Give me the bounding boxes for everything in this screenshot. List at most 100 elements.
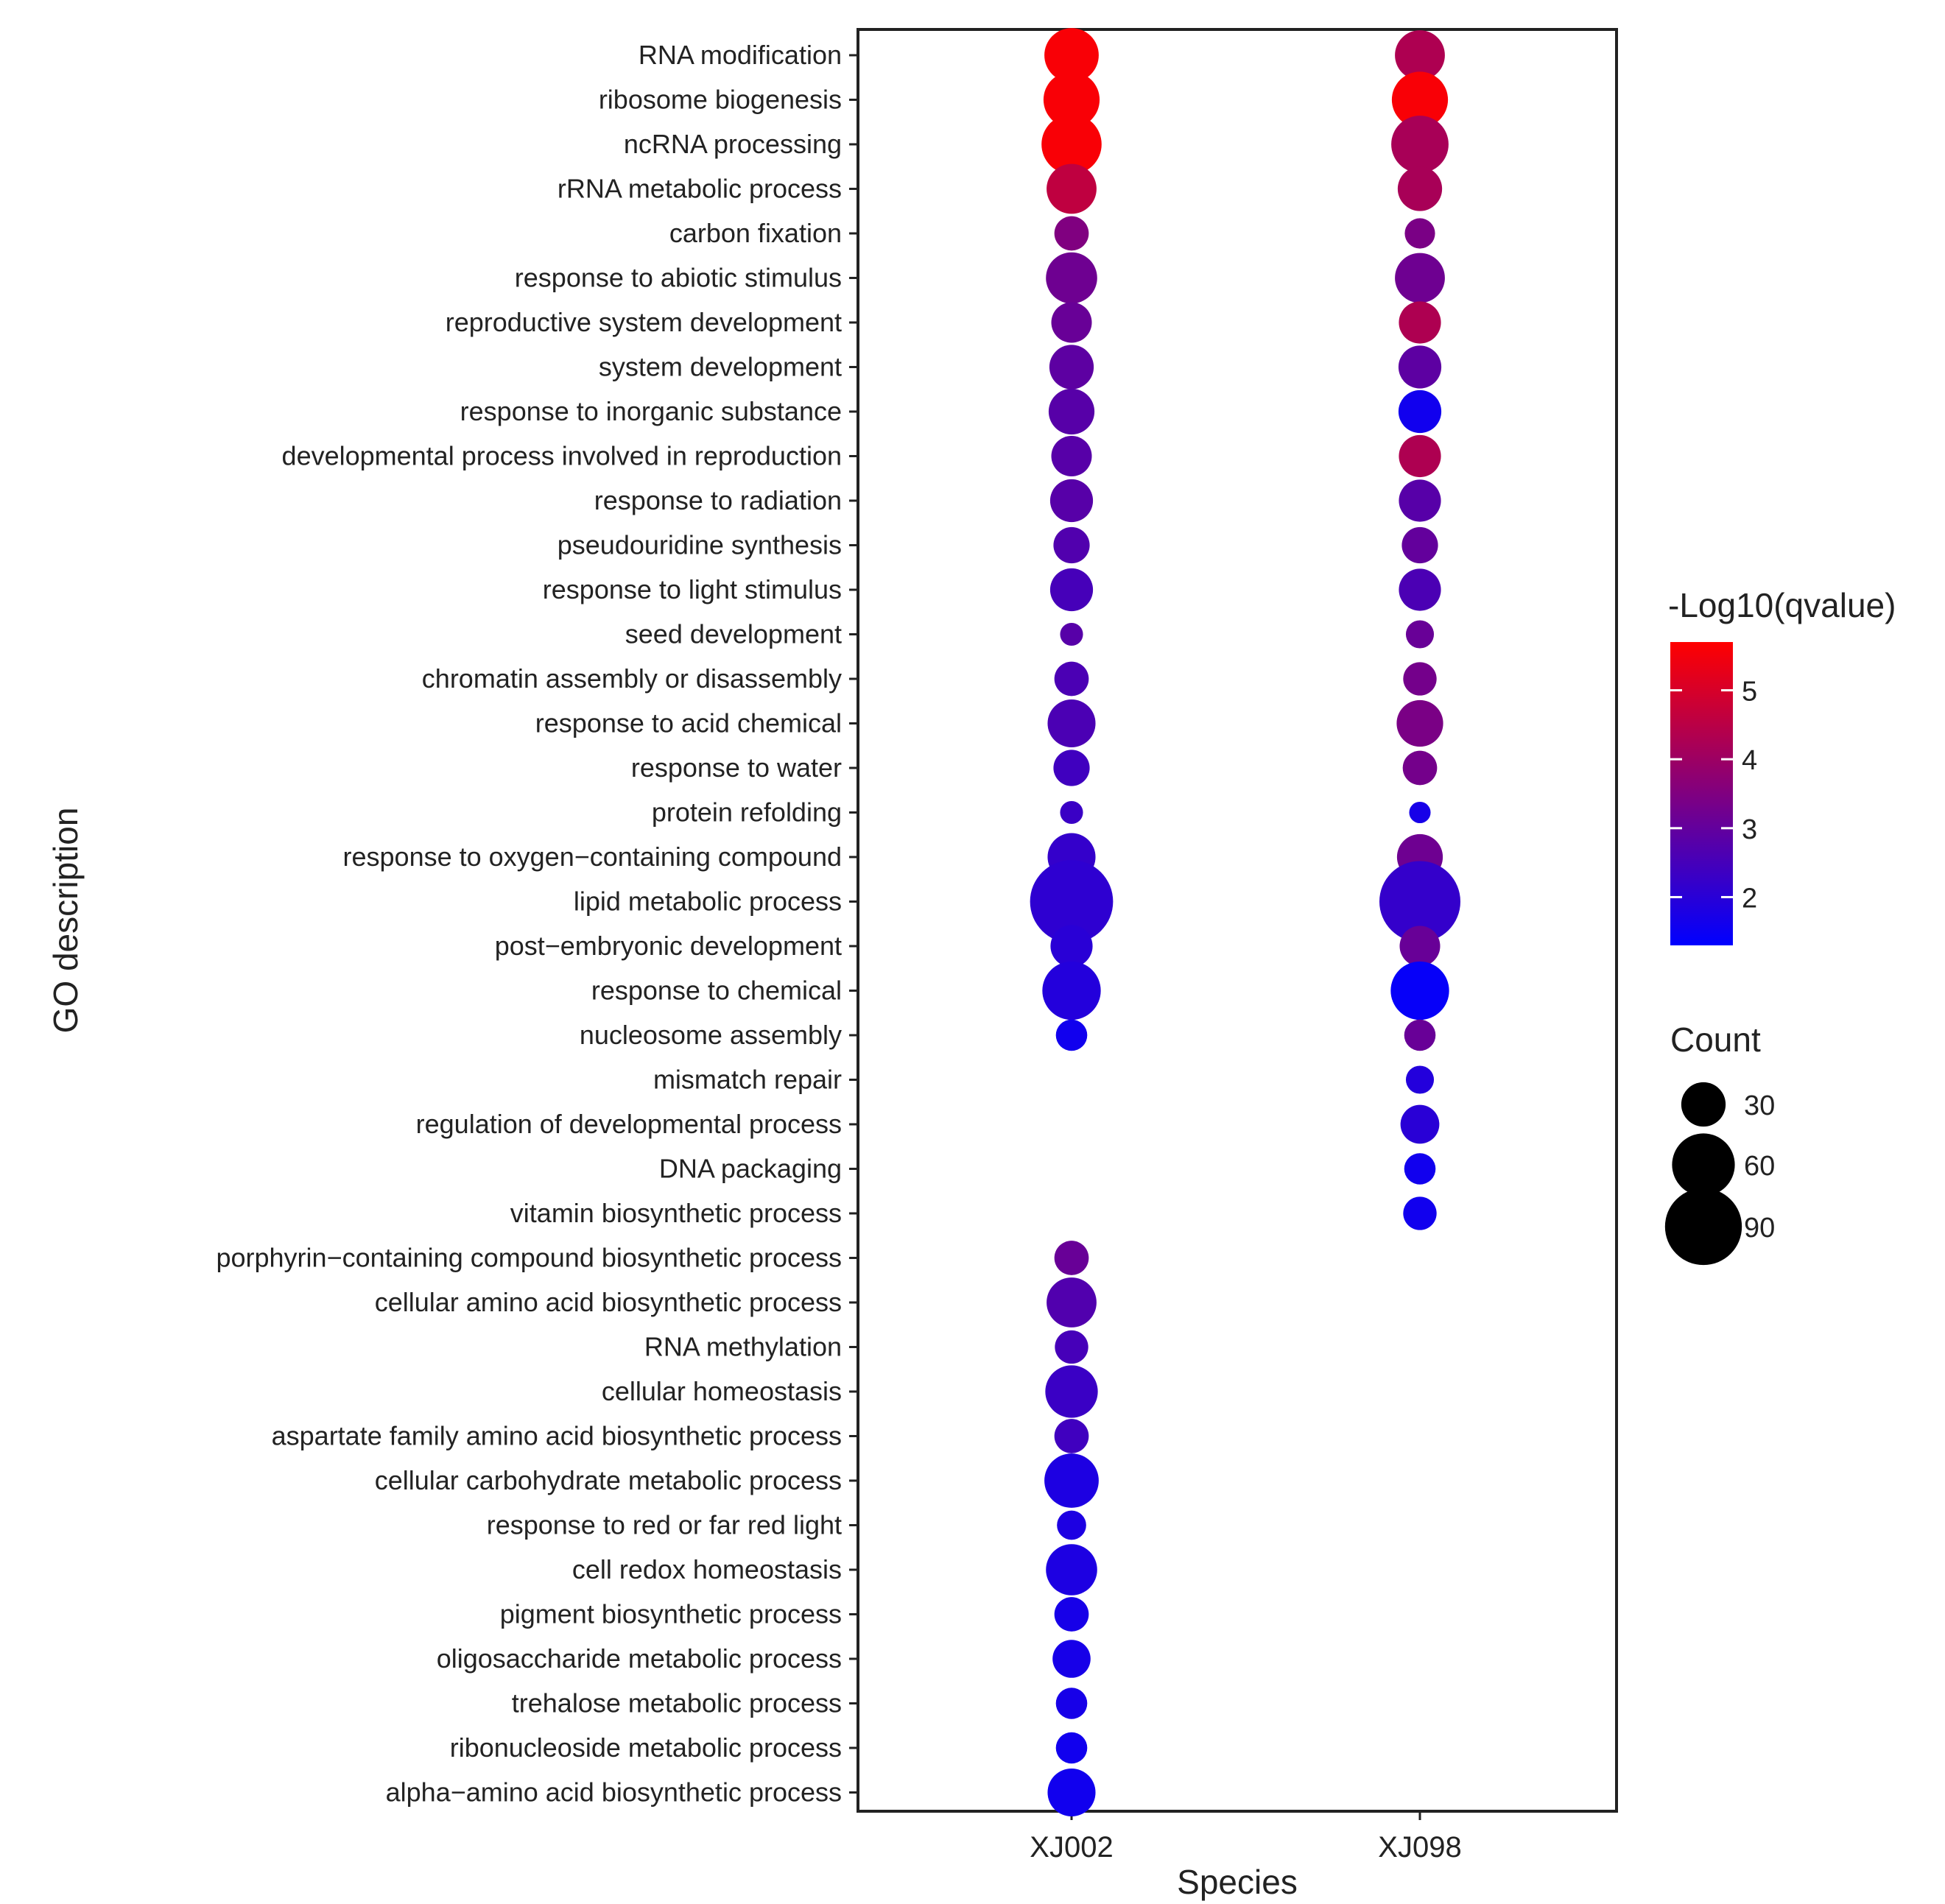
y-tick-label-trehalose-metabolic-process: trehalose metabolic process xyxy=(512,1688,842,1718)
point-xj002-carbon-fixation xyxy=(1054,216,1089,251)
point-xj002-response-to-light-stimulus xyxy=(1049,568,1094,612)
y-tick-label-cellular-amino-acid-biosynthetic-process: cellular amino acid biosynthetic process xyxy=(375,1287,842,1317)
x-tick-label-xj098: XJ098 xyxy=(1378,1831,1461,1864)
point-xj002-rna-methylation xyxy=(1055,1330,1088,1364)
point-xj098-carbon-fixation xyxy=(1404,218,1435,249)
point-xj002-oligosaccharide-metabolic-process xyxy=(1052,1640,1091,1678)
y-tick-label-seed-development: seed development xyxy=(625,619,842,649)
y-tick-label-rna-modification: RNA modification xyxy=(639,40,842,70)
color-legend-label-5: 5 xyxy=(1742,677,1757,708)
y-tick-label-aspartate-family-amino-acid-biosynthetic-process: aspartate family amino acid biosynthetic… xyxy=(272,1421,842,1451)
data-points xyxy=(1030,28,1460,1817)
size-legend-dot-60 xyxy=(1672,1133,1735,1196)
point-xj002-protein-refolding xyxy=(1060,800,1083,825)
point-xj002-cellular-carbohydrate-metabolic-process xyxy=(1044,1453,1099,1508)
plot-panel xyxy=(857,28,1618,1813)
point-xj098-response-to-water xyxy=(1402,750,1438,786)
color-legend-ticks: 5 4 3 2 xyxy=(1670,677,1757,914)
point-xj098-post-embryonic-development xyxy=(1399,925,1441,967)
size-legend: Count 30 60 90 xyxy=(1664,1020,1775,1266)
color-legend-label-2: 2 xyxy=(1742,883,1757,914)
y-axis: RNA modification ribosome biogenesis ncRNA… xyxy=(216,40,858,1808)
point-xj098-response-to-chemical xyxy=(1390,961,1449,1020)
y-tick-label-response-to-acid-chemical: response to acid chemical xyxy=(535,708,842,738)
x-axis: XJ002 XJ098 xyxy=(1030,1811,1462,1864)
point-xj098-ncrna-processing xyxy=(1391,116,1449,173)
point-xj098-nucleosome-assembly xyxy=(1404,1019,1436,1051)
point-xj002-rrna-metabolic-process xyxy=(1047,163,1097,214)
y-tick-label-cellular-carbohydrate-metabolic-process: cellular carbohydrate metabolic process xyxy=(375,1465,842,1495)
point-xj098-chromatin-assembly-or-disassembly xyxy=(1403,662,1437,696)
point-xj098-response-to-acid-chemical xyxy=(1396,699,1443,747)
point-xj098-regulation-of-developmental-process xyxy=(1400,1104,1440,1144)
color-legend-title: -Log10(qvalue) xyxy=(1668,586,1896,624)
size-legend-label-90: 90 xyxy=(1744,1213,1775,1244)
x-tick-label-xj002: XJ002 xyxy=(1030,1831,1113,1864)
point-xj098-protein-refolding xyxy=(1409,801,1431,824)
size-legend-title: Count xyxy=(1670,1020,1761,1059)
size-legend-dot-90 xyxy=(1664,1188,1742,1266)
y-tick-label-reproductive-system-development: reproductive system development xyxy=(446,307,842,337)
point-xj002-pigment-biosynthetic-process xyxy=(1054,1597,1089,1632)
y-tick-label-pseudouridine-synthesis: pseudouridine synthesis xyxy=(558,530,842,560)
color-legend-label-4: 4 xyxy=(1742,745,1757,776)
point-xj098-developmental-process-involved-in-reproduction xyxy=(1399,434,1441,478)
point-xj002-chromatin-assembly-or-disassembly xyxy=(1054,661,1089,697)
point-xj002-ribonucleoside-metabolic-process xyxy=(1055,1732,1088,1764)
y-tick-label-response-to-light-stimulus: response to light stimulus xyxy=(543,574,842,604)
point-xj002-response-to-inorganic-substance xyxy=(1048,388,1095,435)
y-tick-label-system-development: system development xyxy=(599,352,842,382)
y-tick-label-response-to-oxygen-containing-compound: response to oxygen−containing compound xyxy=(343,842,842,872)
point-xj002-developmental-process-involved-in-reproduction xyxy=(1051,436,1092,476)
color-legend-label-3: 3 xyxy=(1742,814,1757,845)
y-tick-label-cellular-homeostasis: cellular homeostasis xyxy=(602,1376,842,1406)
point-xj002-response-to-chemical xyxy=(1042,961,1101,1020)
y-tick-label-mismatch-repair: mismatch repair xyxy=(653,1065,842,1095)
y-tick-label-lipid-metabolic-process: lipid metabolic process xyxy=(574,886,842,917)
y-tick-label-response-to-abiotic-stimulus: response to abiotic stimulus xyxy=(515,263,842,293)
point-xj002-response-to-radiation xyxy=(1049,479,1094,523)
y-tick-label-response-to-red-or-far-red-light: response to red or far red light xyxy=(487,1510,842,1540)
y-tick-label-ncrna-processing: ncRNA processing xyxy=(624,129,842,159)
point-xj098-response-to-light-stimulus xyxy=(1399,568,1441,611)
size-legend-label-60: 60 xyxy=(1744,1151,1775,1182)
y-tick-label-regulation-of-developmental-process: regulation of developmental process xyxy=(416,1109,842,1139)
point-xj002-rna-modification xyxy=(1044,28,1099,82)
point-xj002-post-embryonic-development xyxy=(1050,925,1093,967)
point-xj002-nucleosome-assembly xyxy=(1055,1019,1088,1051)
point-xj002-lipid-metabolic-process xyxy=(1030,860,1114,943)
point-xj098-mismatch-repair xyxy=(1405,1065,1435,1094)
point-xj098-rrna-metabolic-process xyxy=(1397,166,1443,211)
point-xj098-seed-development xyxy=(1405,620,1435,649)
point-xj002-pseudouridine-synthesis xyxy=(1053,526,1090,564)
point-xj002-porphyrin-containing-compound-biosynthetic-process xyxy=(1054,1241,1089,1275)
point-xj098-reproductive-system-development xyxy=(1399,301,1441,344)
y-tick-label-alpha-amino-acid-biosynthetic-process: alpha−amino acid biosynthetic process xyxy=(386,1777,842,1808)
point-xj098-system-development xyxy=(1398,345,1442,389)
point-xj002-cellular-amino-acid-biosynthetic-process xyxy=(1047,1277,1097,1327)
point-xj002-ncrna-processing xyxy=(1041,114,1102,174)
y-tick-label-dna-packaging: DNA packaging xyxy=(659,1154,842,1184)
y-tick-label-response-to-water: response to water xyxy=(631,752,842,783)
point-xj098-rna-modification xyxy=(1395,30,1445,80)
point-xj098-lipid-metabolic-process xyxy=(1379,861,1460,942)
y-tick-label-protein-refolding: protein refolding xyxy=(652,797,842,828)
y-tick-label-rrna-metabolic-process: rRNA metabolic process xyxy=(558,174,842,204)
y-tick-label-nucleosome-assembly: nucleosome assembly xyxy=(580,1020,842,1050)
color-legend: -Log10(qvalue) 5 4 3 2 xyxy=(1668,586,1896,945)
y-tick-label-rna-methylation: RNA methylation xyxy=(644,1332,842,1362)
y-tick-label-post-embryonic-development: post−embryonic development xyxy=(495,931,842,961)
y-tick-label-porphyrin-containing-compound-biosynthetic-process: porphyrin−containing compound biosynthet… xyxy=(216,1243,842,1273)
point-xj002-response-to-abiotic-stimulus xyxy=(1046,252,1097,304)
y-tick-label-vitamin-biosynthetic-process: vitamin biosynthetic process xyxy=(510,1198,842,1228)
point-xj098-response-to-inorganic-substance xyxy=(1398,389,1442,434)
point-xj002-cell-redox-homeostasis xyxy=(1046,1544,1097,1596)
y-tick-label-response-to-chemical: response to chemical xyxy=(591,976,842,1006)
size-legend-label-30: 30 xyxy=(1744,1090,1775,1121)
y-tick-label-ribonucleoside-metabolic-process: ribonucleoside metabolic process xyxy=(450,1732,842,1763)
y-tick-label-ribosome-biogenesis: ribosome biogenesis xyxy=(599,85,842,115)
point-xj002-response-to-acid-chemical xyxy=(1047,699,1096,748)
point-xj002-seed-development xyxy=(1060,622,1083,646)
size-legend-items: 30 60 90 xyxy=(1664,1082,1775,1266)
